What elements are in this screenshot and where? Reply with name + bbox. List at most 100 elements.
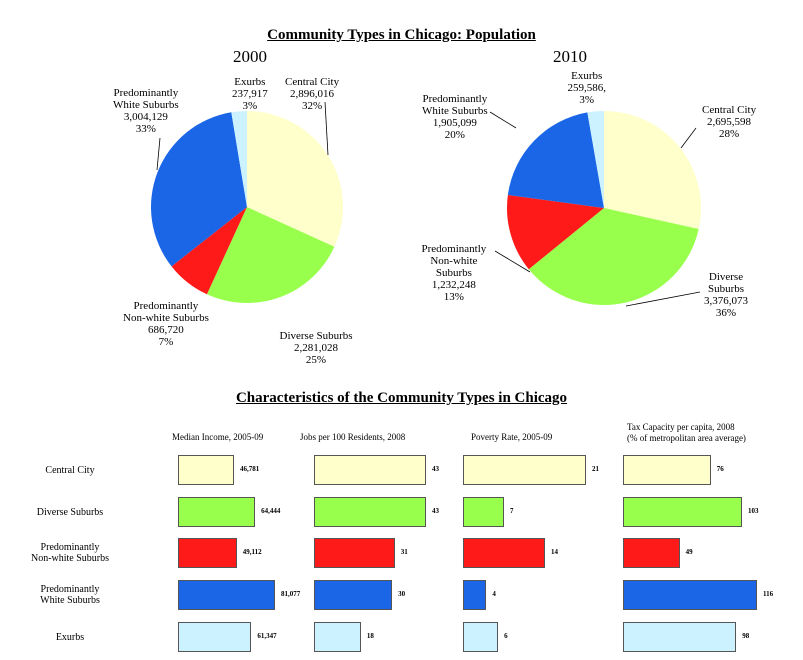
pie-2000-label-exurbs: Exurbs 237,917 3% [232, 76, 268, 112]
pie-2000-slice-central-city [247, 111, 343, 247]
pie-label-line: 20% [444, 129, 465, 141]
bar-row-label-central-city: Central City [0, 465, 140, 476]
bar-value-label: 21 [592, 465, 599, 473]
bar-value-label: 4 [492, 590, 496, 598]
pie-2000-label-diverse-suburbs: Diverse Suburbs 2,281,028 25% [280, 330, 353, 366]
bar-value-label: 76 [716, 465, 724, 473]
pie-label-line: Exurbs [234, 76, 266, 88]
pie-2010-leader-line [680, 127, 697, 149]
bar-1-diverse-suburbs [314, 497, 427, 527]
bar-1-central-city [314, 455, 427, 485]
pie-label-line: 36% [715, 307, 737, 319]
bar-value-label: 64,444 [261, 507, 281, 515]
pie-label-line: 25% [305, 354, 327, 366]
pie-2010-leader-line [489, 111, 517, 129]
pie-label-line: 1,905,099 [432, 117, 477, 129]
pie-2000-slice-predominantly-non-white-suburbs [171, 207, 247, 295]
pie-label-line: 259,586, [567, 82, 607, 94]
pie-label-line: 33% [135, 123, 156, 135]
column-header-line: Median Income, 2005-09 [172, 432, 264, 442]
pie-2000-label-central-city: Central City 2,896,016 32% [285, 76, 339, 112]
pie-label-line: Central City [702, 104, 757, 116]
pie-2010-label-diverse-suburbs: Diverse Suburbs 3,376,073 36% [704, 271, 748, 319]
pie-label-line: Predominantly [133, 300, 199, 312]
pie-label-line: 2,281,028 [294, 342, 339, 354]
bar-column-header: Poverty Rate, 2005-09 [471, 432, 552, 443]
pie-label-line: 2,896,016 [290, 88, 335, 100]
bar-column-header: Tax Capacity per capita, 2008 (% of metro… [627, 422, 746, 444]
bar-value-label: 43 [432, 465, 440, 473]
pie-label-line: 3% [579, 94, 595, 106]
pie-2000-leader-line [324, 101, 329, 156]
bar-0-predominantly-non-white-suburbs [178, 538, 237, 568]
bar-3-predominantly-non-white-suburbs [623, 538, 680, 568]
pie-2010-slice-central-city [604, 111, 701, 229]
bar-0-predominantly-white-suburbs [178, 580, 275, 610]
bar-2-diverse-suburbs [463, 497, 504, 527]
pie-label-line: 3% [242, 100, 258, 112]
bar-2-central-city [463, 455, 586, 485]
row-label-line: Predominantly [40, 542, 100, 553]
pie-2010-label-exurbs: Exurbs 259,586, 3% [568, 70, 607, 106]
pie-2000-title: 2000 [233, 47, 267, 66]
bar-value-label: 98 [742, 632, 750, 640]
pie-label-line: Non-white Suburbs [123, 312, 209, 324]
pie-label-line: 28% [718, 128, 740, 140]
pie-label-line: 237,917 [232, 88, 268, 100]
bar-row-label-predominantly-white-suburbs: Predominantly White Suburbs [0, 584, 140, 606]
bar-0-central-city [178, 455, 234, 485]
bar-1-exurbs [314, 622, 361, 652]
column-header-line: (% of metropolitan area average) [627, 433, 746, 443]
bar-row-label-predominantly-non-white-suburbs: Predominantly Non-white Suburbs [0, 542, 140, 564]
bar-value-label: 31 [400, 548, 408, 556]
pie-2010-leader-line [625, 291, 701, 307]
pie-2010-label-predominantly-white-suburbs: Predominantly White Suburbs 1,905,099 20% [422, 93, 488, 141]
pie-label-line: Predominantly [421, 243, 487, 255]
bar-value-label: 81,077 [281, 590, 301, 598]
bar-3-central-city [623, 455, 711, 485]
pie-label-line: Non-white [430, 255, 478, 267]
pie-2000-label-predominantly-white-suburbs: Predominantly White Suburbs 3,004,129 33% [113, 87, 179, 135]
pie-2010-label-predominantly-non-white-suburbs: Predominantly Non-white Suburbs 1,232,248 13… [422, 243, 487, 303]
pie-label-line: 7% [158, 336, 174, 348]
row-label-line: Predominantly [40, 584, 100, 595]
pie-label-line: 3,004,129 [123, 111, 168, 123]
bar-value-label: 43 [432, 507, 440, 515]
column-header-line: Tax Capacity per capita, 2008 [627, 422, 735, 432]
bar-row-label-diverse-suburbs: Diverse Suburbs [0, 507, 140, 518]
pie-label-line: White Suburbs [113, 99, 179, 111]
bar-2-predominantly-white-suburbs [463, 580, 487, 610]
pie-label-line: 2,695,598 [707, 116, 752, 128]
pie-2010-slice-diverse-suburbs [528, 208, 699, 305]
pie-2000-label-predominantly-non-white-suburbs: Predominantly Non-white Suburbs 686,720 7% [123, 300, 209, 348]
bar-row-label-exurbs: Exurbs [0, 632, 140, 643]
bar-value-label: 14 [551, 548, 558, 556]
bar-2-exurbs [463, 622, 499, 652]
bar-value-label: 103 [747, 507, 759, 515]
pie-2010-title: 2010 [553, 47, 587, 66]
bar-3-predominantly-white-suburbs [623, 580, 757, 610]
pie-label-line: 1,232,248 [431, 279, 476, 291]
bar-value-label: 49 [685, 548, 693, 556]
pie-2010-slice-exurbs [587, 111, 604, 208]
bar-column-header: Median Income, 2005-09 [172, 432, 263, 443]
bar-0-exurbs [178, 622, 252, 652]
pie-label-line: 3,376,073 [704, 295, 748, 307]
pie-2010-slice-predominantly-white-suburbs [507, 112, 604, 208]
pie-label-line: Predominantly [422, 93, 488, 105]
bar-value-label: 116 [763, 590, 774, 598]
bar-value-label: 46,781 [239, 465, 260, 473]
bar-value-label: 6 [504, 632, 508, 640]
pie-label-line: Central City [285, 76, 340, 88]
pie-2000-slice-diverse-suburbs [206, 207, 335, 303]
pie-label-line: 13% [443, 291, 464, 303]
pie-2010-leader-line [494, 250, 531, 273]
pie-2000-slice-predominantly-white-suburbs [151, 112, 247, 267]
row-label-line: Central City [45, 464, 95, 476]
bar-value-label: 49,112 [242, 548, 262, 556]
pie-label-line: Diverse [708, 271, 744, 283]
pie-label-line: 686,720 [148, 324, 184, 336]
row-label-line: Diverse Suburbs [36, 506, 104, 518]
row-label-line: White Suburbs [40, 595, 100, 606]
